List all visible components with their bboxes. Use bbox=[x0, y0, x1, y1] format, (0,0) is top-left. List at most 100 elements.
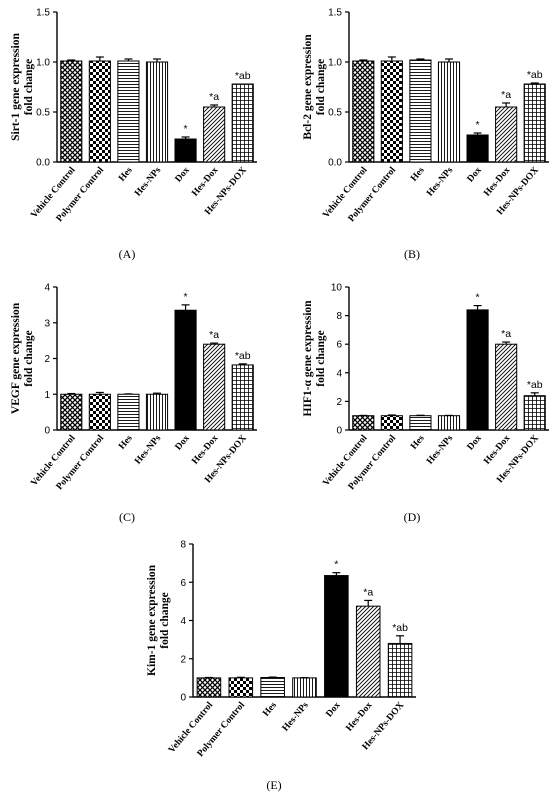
y-axis-title-line: fold change bbox=[159, 592, 171, 649]
bar bbox=[60, 60, 83, 163]
category-label: Dox bbox=[466, 165, 484, 184]
bar bbox=[495, 106, 518, 163]
category-label: Hes bbox=[261, 700, 279, 718]
y-tick-label: 0.5 bbox=[36, 108, 50, 119]
category-label: Hes-NPs bbox=[281, 700, 311, 733]
category-label: Dox bbox=[324, 700, 342, 719]
significance-label: * bbox=[184, 123, 188, 135]
bar bbox=[380, 415, 403, 431]
category-label: Hes bbox=[117, 165, 135, 183]
y-tick-label: 1.5 bbox=[328, 8, 342, 19]
significance-label: *a bbox=[209, 329, 219, 341]
bar bbox=[466, 309, 489, 431]
panel-label: (D) bbox=[404, 510, 421, 524]
significance-label: * bbox=[476, 292, 480, 304]
y-tick-label: 4 bbox=[180, 616, 186, 627]
category-label: Hes-NPs bbox=[133, 165, 163, 198]
category-label: Dox bbox=[174, 433, 192, 452]
y-axis-title-line: fold change bbox=[315, 59, 327, 116]
category-label: Hes-Dox bbox=[482, 433, 512, 466]
significance-label: *ab bbox=[527, 69, 543, 81]
category-label: Hes bbox=[117, 433, 135, 451]
y-tick-label: 8 bbox=[180, 540, 186, 551]
category-label: Hes bbox=[409, 165, 427, 183]
y-tick-label: 2 bbox=[336, 397, 342, 408]
panel-label: (B) bbox=[404, 247, 420, 261]
y-axis-title-line: fold change bbox=[315, 330, 327, 387]
bar bbox=[145, 393, 169, 431]
bar bbox=[292, 677, 317, 698]
y-tick-label: 0.0 bbox=[328, 158, 342, 169]
bar bbox=[324, 575, 349, 698]
y-tick-label: 1 bbox=[44, 390, 50, 401]
bar bbox=[174, 309, 197, 431]
y-tick-label: 1.0 bbox=[328, 58, 342, 69]
significance-label: * bbox=[184, 291, 188, 303]
y-tick-label: 6 bbox=[180, 578, 186, 589]
bar bbox=[88, 393, 111, 431]
bar bbox=[523, 83, 546, 163]
y-tick-label: 4 bbox=[336, 368, 342, 379]
bar bbox=[352, 415, 375, 431]
y-tick-label: 0 bbox=[44, 426, 50, 437]
bar bbox=[260, 676, 285, 698]
category-label: Hes bbox=[409, 433, 427, 451]
significance-label: *a bbox=[501, 328, 511, 340]
category-label: Hes-Dox bbox=[344, 700, 374, 733]
category-label: Hes-Dox bbox=[190, 165, 220, 198]
y-axis-title: Bcl-2 gene expressionfold change bbox=[302, 34, 327, 140]
significance-label: * bbox=[476, 119, 480, 131]
bar bbox=[174, 138, 197, 163]
bar bbox=[380, 60, 403, 163]
bar bbox=[145, 61, 169, 163]
y-axis-title: Sirt-1 gene expressionfold change bbox=[10, 33, 35, 141]
significance-label: *a bbox=[209, 91, 219, 103]
y-tick-label: 10 bbox=[331, 283, 343, 294]
y-tick-label: 3 bbox=[44, 318, 50, 329]
bar bbox=[495, 343, 518, 431]
y-tick-label: 0.0 bbox=[36, 158, 50, 169]
bar bbox=[352, 60, 375, 163]
significance-label: *ab bbox=[235, 350, 251, 362]
category-label: Dox bbox=[466, 433, 484, 452]
significance-label: *ab bbox=[527, 379, 543, 391]
y-axis-title-line: fold change bbox=[23, 59, 35, 116]
y-axis-title-line: Bcl-2 gene expression bbox=[302, 34, 314, 140]
bar bbox=[409, 59, 432, 163]
significance-label: *ab bbox=[235, 70, 251, 82]
bar bbox=[437, 415, 461, 431]
y-tick-label: 1.0 bbox=[36, 58, 50, 69]
chart-panel: 0.0 0.5 1.0 1.5 Sirt-1 gene expressionfold c… bbox=[10, 8, 257, 261]
bar bbox=[231, 83, 254, 163]
y-axis-title: Kim-1 gene expressionfold change bbox=[146, 564, 171, 676]
panel-label: (C) bbox=[119, 510, 135, 524]
bar bbox=[387, 642, 413, 698]
bar bbox=[60, 393, 83, 431]
bar bbox=[203, 106, 226, 163]
y-axis-title-line: Sirt-1 gene expression bbox=[10, 33, 22, 141]
bar bbox=[228, 677, 254, 698]
y-tick-label: 1.5 bbox=[36, 8, 50, 19]
significance-label: * bbox=[334, 559, 338, 571]
bar bbox=[231, 364, 254, 431]
bar bbox=[117, 60, 140, 163]
y-tick-label: 0 bbox=[336, 426, 342, 437]
y-tick-label: 2 bbox=[44, 354, 50, 365]
significance-label: *ab bbox=[392, 622, 408, 634]
significance-label: *a bbox=[363, 586, 373, 598]
category-label: Hes-NPs bbox=[425, 433, 455, 466]
y-axis-title-line: Kim-1 gene expression bbox=[146, 564, 158, 676]
bar bbox=[523, 395, 546, 431]
category-label: Hes-NPs bbox=[425, 165, 455, 198]
y-tick-label: 6 bbox=[336, 340, 342, 351]
chart-panel: 0 2 4 6 8 10 HIF1-α gene expressionfold change… bbox=[302, 283, 549, 524]
bar bbox=[466, 134, 489, 163]
y-tick-label: 0 bbox=[180, 693, 186, 704]
chart-panel: 0.0 0.5 1.0 1.5 Bcl-2 gene expressionfold ch… bbox=[302, 8, 549, 261]
panel-label: (A) bbox=[119, 247, 136, 261]
panel-label: (E) bbox=[266, 778, 281, 792]
category-label: Dox bbox=[174, 165, 192, 184]
